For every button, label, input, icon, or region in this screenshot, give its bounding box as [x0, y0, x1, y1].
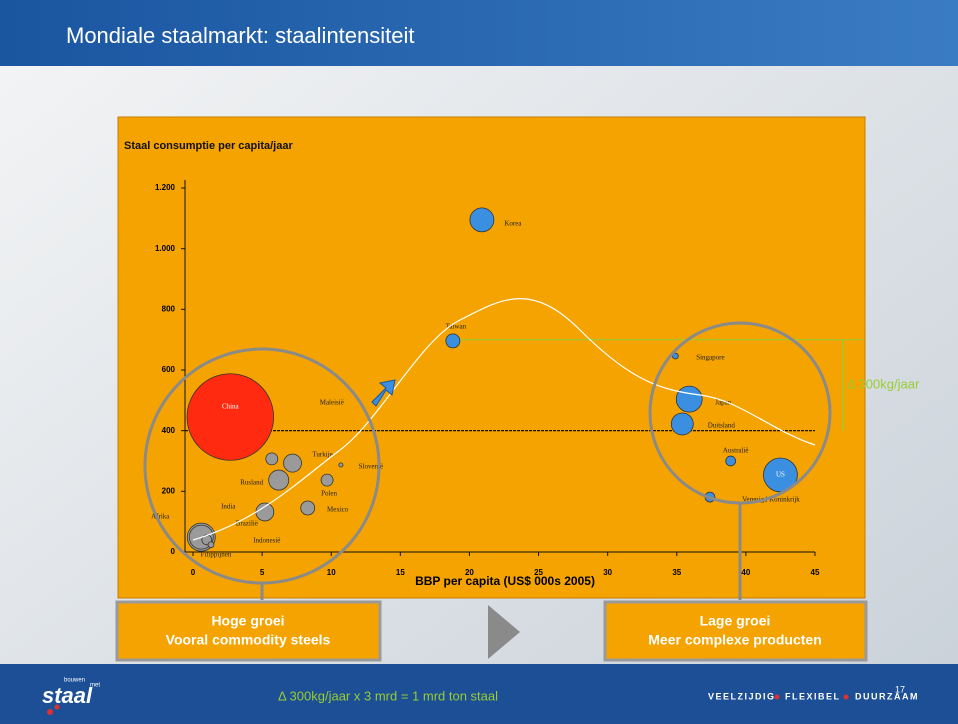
callout-box — [603, 600, 868, 662]
tagline-dot — [774, 694, 780, 700]
bubble — [445, 333, 461, 349]
trend-curve — [192, 298, 816, 541]
bubble — [725, 455, 737, 467]
bubble — [207, 541, 215, 549]
bubble — [670, 412, 694, 436]
callout-text: Lage groei — [700, 613, 771, 629]
bubble — [320, 473, 334, 487]
point-label: India — [221, 503, 236, 511]
plot: Staal consumptie per capita/jaar02004006… — [124, 140, 920, 588]
point-label: Filippijnen — [201, 550, 232, 558]
x-tick-label: 40 — [741, 568, 750, 577]
point-label: Mexico — [327, 506, 349, 514]
point-label: Maleisië — [320, 398, 344, 406]
y-tick-label: 600 — [162, 365, 176, 374]
x-tick-label: 35 — [672, 568, 681, 577]
y-tick-label: 200 — [162, 486, 176, 495]
bubble — [675, 385, 703, 413]
x-tick-label: 10 — [327, 568, 336, 577]
bubble — [672, 352, 679, 360]
point-label: Turkije — [312, 451, 332, 459]
annotation: Δ 300kg/jaar — [847, 377, 920, 392]
logo-dot — [54, 704, 60, 710]
point-label: Brazilië — [236, 520, 258, 528]
callout-text: Meer complexe producten — [648, 632, 822, 648]
bubble — [268, 469, 290, 491]
point-label: Australië — [723, 447, 749, 455]
point-label: Korea — [504, 219, 522, 227]
bubble — [300, 500, 316, 516]
bubble — [283, 453, 302, 473]
bubble — [265, 452, 279, 466]
point-label: Rusland — [240, 479, 263, 487]
callout-box — [115, 600, 382, 662]
y-tick-label: 0 — [171, 547, 176, 556]
x-axis-label: BBP per capita (US$ 000s 2005) — [415, 574, 595, 588]
point-label: Taiwan — [446, 322, 467, 330]
point-label: Verenigd Koninkrijk — [742, 496, 800, 504]
bubble — [186, 373, 274, 461]
point-label: Slovenië — [359, 463, 384, 471]
tagline: FLEXIBEL — [785, 691, 841, 701]
logo-dot — [47, 709, 53, 715]
point-label: US — [776, 471, 785, 479]
point-label: Indonesië — [253, 536, 280, 544]
x-tick-label: 45 — [811, 568, 820, 577]
bubble — [469, 207, 495, 233]
logo: staal — [42, 683, 93, 708]
x-tick-label: 5 — [260, 568, 265, 577]
growth-arrow — [371, 379, 396, 407]
tagline: VEELZIJDIG — [708, 691, 776, 701]
point-label: Duitsland — [708, 422, 736, 430]
y-tick-label: 1.000 — [155, 244, 176, 253]
point-label: Japan — [715, 399, 731, 407]
point-label: Afrika — [151, 513, 170, 521]
bubble — [338, 462, 344, 468]
point-label: Singapore — [696, 354, 724, 362]
y-tick-label: 400 — [162, 426, 176, 435]
y-tick-label: 1.200 — [155, 183, 176, 192]
tagline-dot — [843, 694, 849, 700]
x-tick-label: 0 — [191, 568, 196, 577]
tagline: DUURZAAM — [855, 691, 919, 701]
footer-formula: Δ 300kg/jaar x 3 mrd = 1 mrd ton staal — [278, 688, 498, 703]
x-tick-label: 20 — [465, 568, 474, 577]
callout-text: Vooral commodity steels — [166, 632, 331, 648]
point-label: China — [222, 403, 240, 411]
page-number: 17 — [895, 684, 905, 694]
x-tick-label: 25 — [534, 568, 543, 577]
footer-bar — [0, 664, 958, 724]
arrow-triangle — [488, 605, 520, 659]
bubble — [255, 502, 275, 522]
header-bar — [0, 0, 958, 66]
slide-title: Mondiale staalmarkt: staalintensiteit — [66, 23, 415, 48]
point-label: Polen — [321, 490, 337, 498]
chart-title: Staal consumptie per capita/jaar — [124, 140, 293, 152]
logo-small: bouwen — [64, 678, 85, 684]
callout-text: Hoge groei — [211, 613, 284, 629]
logo-small: met — [90, 683, 100, 689]
x-tick-label: 15 — [396, 568, 405, 577]
y-tick-label: 800 — [162, 304, 176, 313]
x-tick-label: 30 — [603, 568, 612, 577]
